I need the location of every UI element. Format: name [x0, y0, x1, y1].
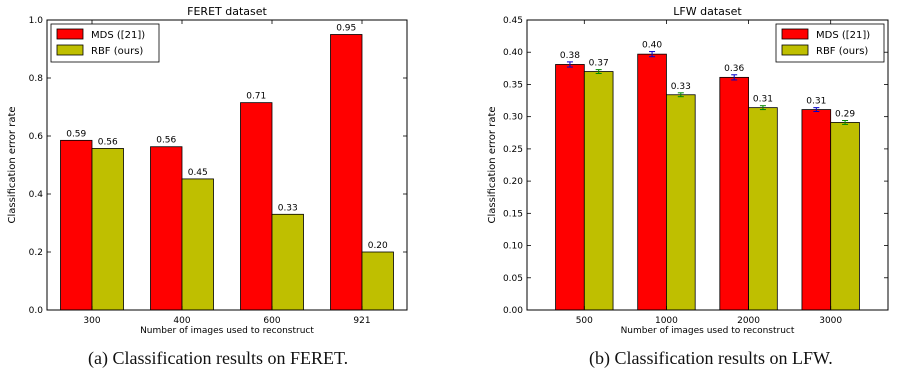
- data-label: 0.56: [98, 137, 118, 147]
- legend-label: RBF (ours): [816, 46, 868, 57]
- plot-frame: [46, 19, 408, 311]
- data-label: 0.31: [806, 97, 826, 107]
- caption-b: (b) Classification results on LFW.: [589, 348, 833, 368]
- y-tick-label: 0.45: [503, 16, 523, 26]
- x-axis-label: Number of images used to reconstruct: [140, 326, 314, 336]
- data-label: 0.29: [835, 110, 855, 120]
- bar: [719, 76, 749, 311]
- bar: [801, 109, 832, 311]
- bar: [748, 107, 778, 311]
- bar: [240, 102, 273, 311]
- y-tick-label: 0.4: [29, 190, 44, 200]
- bar: [637, 53, 667, 311]
- bar: [830, 122, 860, 311]
- caption-a: (a) Classification results on FERET.: [88, 348, 349, 368]
- bar: [361, 251, 394, 311]
- data-label: 0.36: [724, 64, 744, 74]
- y-tick-label: 0.00: [503, 306, 523, 316]
- legend-swatch: [781, 28, 809, 40]
- data-label: 0.38: [560, 51, 580, 61]
- bar: [91, 148, 124, 311]
- legend-swatch: [56, 44, 84, 56]
- y-tick-label: 1.0: [29, 16, 44, 26]
- x-tick-label: 921: [353, 316, 370, 326]
- x-tick-label: 2000: [737, 316, 760, 326]
- y-axis-label: Classification error rate: [7, 106, 18, 223]
- data-label: 0.33: [278, 203, 298, 213]
- bar: [181, 178, 214, 311]
- data-label: 0.20: [368, 241, 388, 251]
- y-tick-label: 0.05: [503, 274, 523, 284]
- bar: [150, 146, 183, 311]
- data-label: 0.40: [642, 41, 662, 51]
- data-label: 0.45: [188, 168, 208, 178]
- data-label: 0.71: [246, 92, 266, 102]
- y-tick-label: 0.2: [29, 248, 43, 258]
- chart-title: LFW dataset: [673, 5, 742, 18]
- data-label: 0.59: [66, 129, 86, 139]
- bar: [555, 64, 585, 311]
- figure: FERET dataset 0.0 0.2 0.4 0.6 0.8 1.0 0.59 0.56 3…: [7, 5, 889, 336]
- x-tick-label: 400: [173, 316, 190, 326]
- y-tick-label: 0.35: [503, 80, 523, 90]
- x-tick-label: 3000: [819, 316, 842, 326]
- data-label: 0.37: [589, 59, 609, 69]
- bar: [271, 213, 304, 311]
- y-tick-label: 0.8: [29, 74, 44, 84]
- data-label: 0.56: [156, 136, 176, 146]
- y-tick-label: 0.0: [29, 306, 44, 316]
- data-label: 0.95: [336, 24, 356, 34]
- y-tick-label: 0.10: [503, 242, 523, 252]
- chart-title: FERET dataset: [187, 5, 267, 18]
- x-tick-label: 500: [576, 316, 593, 326]
- x-tick-label: 600: [263, 316, 280, 326]
- x-tick-label: 300: [83, 316, 100, 326]
- y-tick-label: 0.30: [503, 113, 523, 123]
- data-label: 0.31: [753, 95, 773, 105]
- x-tick-label: 1000: [655, 316, 678, 326]
- y-tick-label: 0.6: [29, 132, 44, 142]
- y-tick-label: 0.25: [503, 145, 523, 155]
- legend-swatch: [56, 28, 84, 40]
- y-axis-label: Classification error rate: [487, 106, 498, 223]
- legend-swatch: [781, 44, 809, 56]
- bar: [60, 139, 93, 311]
- legend-label: MDS ([21]): [91, 30, 145, 41]
- legend-label: RBF (ours): [91, 46, 143, 57]
- y-tick-label: 0.20: [503, 177, 523, 187]
- y-tick-label: 0.40: [503, 48, 523, 58]
- y-tick-label: 0.15: [503, 209, 523, 219]
- legend-label: MDS ([21]): [816, 30, 870, 41]
- bar: [583, 71, 614, 311]
- x-axis-label: Number of images used to reconstruct: [621, 326, 795, 336]
- plot-frame: [526, 19, 889, 311]
- data-label: 0.33: [671, 82, 691, 92]
- bar: [666, 94, 696, 311]
- bar: [330, 34, 363, 311]
